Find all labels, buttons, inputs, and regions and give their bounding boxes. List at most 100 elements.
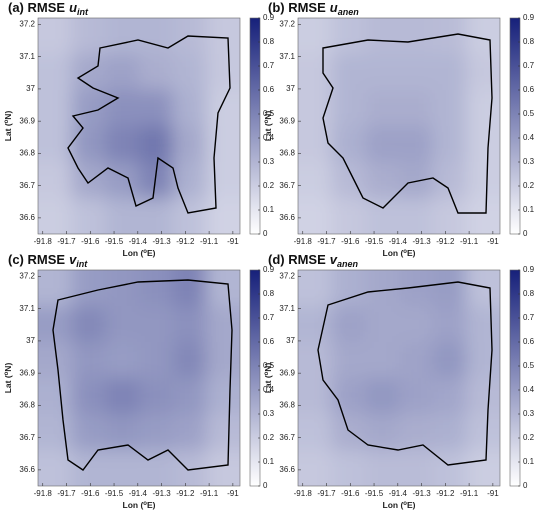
x-axis-label: Lon (oE)	[123, 248, 156, 258]
y-tick-label: 36.9	[279, 116, 295, 125]
heat-cell	[298, 126, 333, 163]
x-tick-label: -91	[487, 237, 499, 246]
x-label-pre: Lon (	[123, 500, 144, 510]
heat-cell	[298, 198, 333, 234]
heat-cell	[298, 450, 333, 486]
heat-cell	[399, 306, 434, 343]
heat-cell	[172, 54, 208, 91]
title-var: v	[69, 252, 77, 267]
heat-cell	[331, 90, 367, 127]
heat-cell	[365, 342, 400, 379]
heat-cell	[71, 126, 107, 163]
colorbar-tick-label: 0.7	[523, 61, 535, 70]
heat-cell	[331, 126, 367, 163]
colorbar-tick-label: 0.6	[263, 337, 275, 346]
y-tick-label: 37.2	[19, 272, 35, 281]
x-axis-label: Lon (oE)	[383, 500, 416, 510]
heat-cell	[331, 306, 367, 343]
title-var: u	[69, 0, 77, 15]
heat-cell	[432, 342, 468, 379]
x-label-pre: Lon (	[383, 248, 404, 258]
heat-cell	[38, 270, 73, 307]
heat-cell	[38, 162, 73, 199]
heat-cell	[139, 306, 174, 343]
heat-cells	[298, 18, 500, 234]
heat-cell	[105, 306, 140, 343]
heat-cell	[298, 162, 333, 199]
heat-cell	[399, 450, 434, 486]
colorbar-tick-label: 0.3	[263, 157, 275, 166]
x-tick-label: -91.3	[152, 489, 171, 498]
heat-cell	[365, 306, 400, 343]
heat-cell	[172, 198, 208, 234]
heat-cell	[298, 342, 333, 379]
y-label-sup: o	[264, 371, 270, 375]
title-text: (d) RMSE	[268, 252, 326, 267]
title-text: (b) RMSE	[268, 0, 326, 15]
y-label-post: N)	[3, 363, 13, 372]
y-tick-label: 37.1	[279, 52, 295, 61]
colorbar-tick-label: 0.4	[263, 385, 275, 394]
heat-cell	[365, 54, 400, 91]
y-tick-label: 36.6	[279, 213, 295, 222]
heat-cell	[71, 162, 107, 199]
heat-cell	[172, 90, 208, 127]
x-label-pre: Lon (	[123, 248, 144, 258]
x-tick-label: -91.1	[460, 237, 479, 246]
y-tick-label: 37.2	[279, 272, 295, 281]
heat-cell	[206, 414, 240, 451]
x-tick-label: -91.5	[365, 489, 384, 498]
heat-cell	[206, 54, 240, 91]
colorbar-tick-label: 0.5	[523, 109, 535, 118]
heat-cell	[331, 18, 367, 55]
heat-cell	[466, 414, 500, 451]
heat-cell	[298, 414, 333, 451]
heat-cell	[38, 378, 73, 415]
y-axis-label: Lat (oN)	[263, 111, 273, 142]
heat-cell	[71, 378, 107, 415]
y-tick-label: 36.7	[279, 433, 295, 442]
y-tick-label: 37.2	[19, 20, 35, 29]
heat-cell	[206, 198, 240, 234]
heat-cell	[105, 342, 140, 379]
colorbar-tick-label: 0	[263, 229, 268, 238]
colorbar-tick-label: 0.8	[263, 37, 275, 46]
colorbar-tick-label: 0.6	[523, 337, 535, 346]
heat-cell	[365, 126, 400, 163]
heat-cell	[399, 126, 434, 163]
heat-cell	[331, 450, 367, 486]
heat-cell	[172, 306, 208, 343]
colorbar-tick-label: 0.7	[263, 313, 275, 322]
panel-title: (d) RMSE vanen	[268, 252, 359, 269]
heat-cell	[71, 450, 107, 486]
y-tick-label: 37	[26, 336, 35, 345]
heat-cell	[172, 450, 208, 486]
heat-cell	[105, 90, 140, 127]
x-label-post: E)	[407, 500, 416, 510]
y-label-sup: o	[4, 119, 10, 123]
colorbar-tick-label: 0.1	[263, 457, 275, 466]
x-tick-label: -91.6	[341, 237, 360, 246]
heat-cell	[172, 270, 208, 307]
colorbar-tick-label: 0.4	[523, 385, 535, 394]
colorbar-tick-label: 0.3	[523, 157, 535, 166]
heat-cell	[206, 378, 240, 415]
heat-cell	[38, 90, 73, 127]
heat-cell	[466, 54, 500, 91]
x-tick-label: -91.2	[176, 237, 195, 246]
heat-cell	[71, 270, 107, 307]
x-label-post: E)	[147, 248, 156, 258]
heat-cell	[432, 126, 468, 163]
x-tick-label: -91.3	[412, 489, 431, 498]
heat-cell	[139, 18, 174, 55]
x-label-sup: o	[403, 501, 407, 507]
y-tick-label: 36.7	[19, 181, 35, 190]
heat-cell	[399, 342, 434, 379]
heat-cell	[71, 342, 107, 379]
x-tick-label: -91.7	[317, 237, 336, 246]
heat-cell	[38, 126, 73, 163]
title-sub: int	[77, 7, 89, 17]
x-tick-label: -91.2	[176, 489, 195, 498]
y-label-sup: o	[4, 371, 10, 375]
x-tick-label: -91.8	[294, 237, 313, 246]
